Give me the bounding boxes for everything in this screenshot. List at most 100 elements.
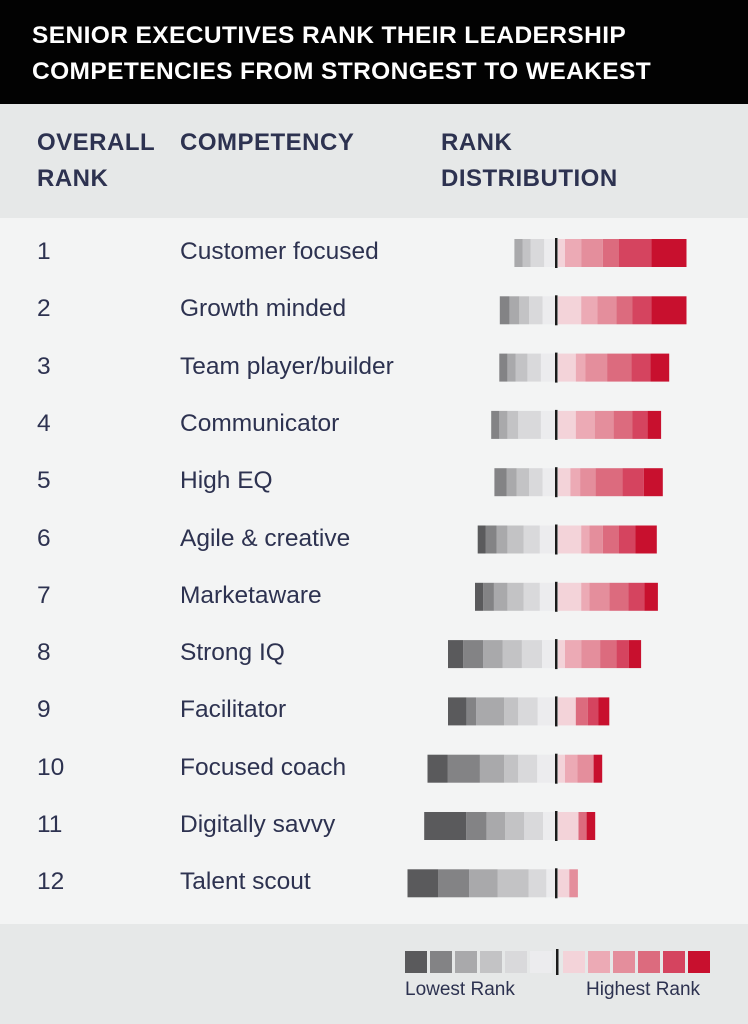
high-rank-segment — [558, 525, 582, 554]
rank-number: 5 — [37, 467, 51, 495]
high-rank-segment — [581, 296, 598, 325]
low-rank-segment — [528, 869, 547, 898]
high-rank-segment — [581, 525, 590, 554]
low-rank-segment — [544, 239, 556, 267]
title-bar: SENIOR EXECUTIVES RANK THEIR LEADERSHIP … — [0, 0, 748, 104]
high-rank-segment — [565, 239, 582, 267]
high-rank-segment — [644, 582, 658, 611]
bar-divider — [555, 639, 558, 670]
legend-low-swatch — [430, 951, 452, 973]
rank-number: 2 — [37, 295, 51, 323]
chart-title-line-1: SENIOR EXECUTIVES RANK THEIR LEADERSHIP — [32, 22, 627, 49]
high-rank-segment — [558, 697, 576, 726]
competency-label: Focused coach — [180, 753, 347, 781]
legend-low-swatch — [505, 951, 527, 973]
high-rank-segment — [650, 353, 670, 382]
high-rank-segment — [558, 869, 570, 898]
rank-number: 1 — [37, 238, 51, 265]
low-rank-segment — [523, 525, 540, 554]
legend-high-swatch — [638, 951, 660, 973]
low-rank-segment — [518, 410, 541, 439]
competency-label: Digitally savvy — [180, 811, 336, 838]
high-rank-segment — [565, 754, 578, 783]
high-rank-segment — [607, 353, 632, 382]
low-rank-segment — [519, 296, 529, 325]
high-rank-segment — [619, 239, 652, 267]
low-rank-segment — [522, 640, 542, 669]
distribution-header-line-1: RANK — [441, 129, 513, 156]
high-rank-segment — [602, 239, 619, 267]
low-rank-segment — [469, 869, 498, 898]
high-rank-segment — [651, 239, 687, 267]
low-rank-segment — [499, 296, 510, 325]
low-rank-segment — [407, 869, 439, 898]
low-rank-segment — [493, 582, 508, 611]
competency-label: Strong IQ — [180, 639, 285, 667]
low-rank-segment — [507, 525, 524, 554]
low-rank-segment — [424, 812, 467, 840]
low-rank-segment — [475, 582, 484, 611]
low-rank-segment — [479, 754, 505, 783]
low-rank-segment — [507, 582, 524, 611]
low-rank-segment — [466, 812, 487, 840]
high-rank-segment — [570, 468, 581, 497]
legend-high-swatch — [613, 951, 635, 973]
low-rank-segment — [502, 640, 522, 669]
legend-band: Lowest Rank Highest Rank — [0, 924, 748, 1024]
legend-low-swatch — [455, 951, 477, 973]
high-rank-segment — [619, 525, 636, 554]
rank-number: 3 — [37, 352, 51, 380]
high-rank-segment — [609, 582, 629, 611]
low-rank-segment — [516, 468, 529, 497]
competency-label: Talent scout — [180, 868, 311, 896]
low-rank-segment — [509, 296, 520, 325]
low-rank-segment — [515, 353, 528, 382]
high-rank-segment — [558, 582, 582, 611]
legend-low-swatch — [530, 951, 552, 973]
high-rank-segment — [558, 468, 571, 497]
competency-label: Communicator — [180, 409, 340, 437]
low-rank-segment — [542, 468, 556, 497]
bar-divider — [555, 238, 558, 268]
high-rank-segment — [575, 697, 588, 726]
rank-header-line-2: RANK — [37, 165, 109, 192]
low-rank-segment — [477, 525, 486, 554]
high-rank-segment — [565, 640, 582, 669]
competency-label: Marketaware — [180, 581, 322, 609]
high-rank-segment — [581, 582, 590, 611]
bar-divider — [555, 352, 558, 383]
high-rank-segment — [600, 640, 617, 669]
high-rank-segment — [632, 410, 648, 439]
high-rank-segment — [558, 296, 582, 325]
low-rank-segment — [499, 410, 508, 439]
high-rank-segment — [602, 525, 619, 554]
bar-divider — [555, 696, 558, 727]
low-rank-segment — [494, 468, 507, 497]
high-rank-segment — [598, 697, 610, 726]
low-rank-segment — [427, 754, 448, 783]
low-rank-segment — [539, 525, 556, 554]
low-rank-segment — [507, 410, 519, 439]
low-rank-segment — [524, 812, 543, 840]
low-rank-segment — [463, 640, 484, 669]
competency-label: High EQ — [180, 467, 273, 495]
bar-divider — [555, 409, 558, 440]
competency-label: Team player/builder — [180, 352, 394, 380]
bar-divider — [555, 811, 558, 841]
rank-column-header: OVERALL RANK — [37, 125, 155, 197]
low-rank-segment — [542, 640, 556, 669]
low-rank-segment — [466, 697, 477, 726]
chart-title-line-2: COMPETENCIES FROM STRONGEST TO WEAKEST — [32, 58, 652, 85]
competency-label: Customer focused — [180, 238, 379, 265]
high-rank-segment — [643, 468, 663, 497]
high-rank-segment — [578, 812, 587, 840]
low-rank-segment — [507, 353, 516, 382]
high-rank-segment — [558, 754, 565, 783]
bar-divider — [555, 753, 558, 784]
high-rank-segment — [589, 525, 603, 554]
high-rank-segment — [575, 353, 586, 382]
high-rank-segment — [647, 410, 662, 439]
bar-divider — [555, 524, 558, 555]
legend-lowest-label: Lowest Rank — [405, 979, 515, 1000]
